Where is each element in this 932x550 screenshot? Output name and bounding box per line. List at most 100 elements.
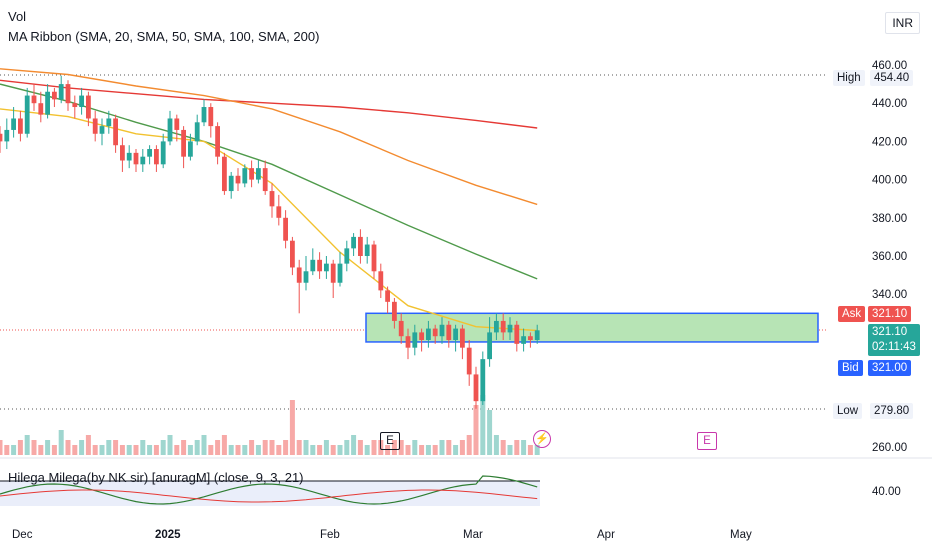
volume-bar — [153, 445, 159, 455]
sma200-line — [0, 79, 538, 129]
candle-body — [317, 259, 322, 272]
earnings-marker-2[interactable]: E — [697, 432, 717, 450]
candle — [500, 313, 506, 341]
high-value: 454.40 — [870, 70, 914, 86]
candle-body — [38, 103, 44, 115]
volume-bar — [303, 440, 309, 455]
candle-body — [507, 324, 513, 333]
volume-bar — [0, 440, 3, 455]
candle-body — [412, 332, 418, 348]
candle-body — [140, 156, 146, 165]
candle — [371, 240, 377, 279]
candle — [494, 313, 499, 341]
date-tick: Dec — [12, 529, 33, 541]
candle-body — [473, 374, 479, 402]
high-label: High — [833, 70, 865, 86]
candle — [534, 324, 540, 344]
candle — [99, 118, 105, 146]
legend-indicator[interactable]: Hilega Milega(by NK sir) [anuragM] (clos… — [8, 470, 304, 485]
candle-body — [480, 359, 486, 402]
volume-bar — [31, 440, 37, 455]
candle — [419, 328, 424, 352]
candle — [412, 324, 418, 356]
candle — [154, 145, 159, 172]
legend-ma-ribbon[interactable]: MA Ribbon (SMA, 20, SMA, 50, SMA, 100, S… — [8, 29, 320, 44]
volume-bar — [466, 435, 472, 455]
candle — [310, 248, 316, 276]
candle — [358, 229, 363, 264]
candle — [256, 160, 261, 184]
volume-bar — [167, 435, 173, 455]
candle — [24, 87, 30, 138]
candle-body — [426, 328, 431, 341]
date-tick: Feb — [320, 529, 340, 541]
candle — [296, 259, 302, 314]
candle-body — [371, 244, 377, 272]
candle — [528, 332, 533, 348]
volume-bar — [51, 445, 57, 455]
volume-bar — [255, 445, 261, 455]
date-tick: Mar — [463, 529, 483, 541]
volume-bar — [453, 445, 459, 455]
candle-body — [201, 107, 207, 123]
candle — [466, 340, 472, 386]
candle — [18, 110, 23, 142]
volume-bar — [385, 445, 391, 455]
candle-body — [18, 118, 23, 134]
candle — [222, 152, 227, 195]
candle — [439, 317, 445, 344]
candle — [398, 313, 404, 344]
support-zone — [365, 312, 819, 343]
volume-bar — [425, 445, 431, 455]
candle — [167, 110, 173, 146]
candle — [242, 164, 248, 188]
volume-bar — [405, 445, 411, 455]
candle — [215, 122, 220, 165]
candle — [460, 324, 465, 360]
candle — [65, 80, 71, 111]
volume-bar — [228, 445, 234, 455]
volume-bar — [507, 445, 513, 455]
candle-body — [378, 271, 384, 291]
candle-body — [249, 168, 254, 180]
low-value: 279.80 — [870, 403, 914, 419]
last-price-tag: 321.10 02:11:43 — [868, 324, 920, 356]
volume-bar — [262, 440, 268, 455]
candle-body — [364, 244, 370, 256]
volume-bar — [17, 440, 23, 455]
candle — [72, 95, 78, 119]
candle — [181, 126, 186, 169]
candle-body — [276, 206, 282, 218]
earnings-marker-1[interactable]: E — [380, 432, 400, 450]
volume-bar — [317, 445, 323, 455]
candle-body — [106, 118, 112, 127]
legend-vol[interactable]: Vol — [8, 9, 27, 24]
flash-icon[interactable]: ⚡ — [533, 430, 551, 448]
candle — [188, 133, 193, 161]
volume-bar — [85, 435, 91, 455]
low-label: Low — [833, 403, 863, 419]
candle — [38, 91, 44, 123]
candle-body — [133, 152, 139, 165]
currency-label[interactable]: INR — [885, 12, 920, 34]
volume-bar — [181, 440, 187, 455]
volume-bar — [371, 440, 377, 455]
sma100-line — [0, 68, 538, 206]
candle-body — [269, 191, 275, 207]
price-tick: 340.00 — [872, 289, 907, 301]
candle-body — [86, 95, 91, 119]
candle — [473, 366, 479, 409]
candle-body — [72, 103, 78, 108]
volume-bar — [72, 445, 78, 455]
volume-bar — [215, 440, 221, 455]
volume-bars — [0, 395, 540, 455]
candle-body — [228, 175, 234, 192]
indicator-line — [0, 475, 538, 505]
candle — [228, 171, 234, 199]
candle-body — [235, 175, 241, 184]
candle — [174, 114, 180, 142]
candle-body — [262, 168, 268, 192]
candle-body — [208, 107, 214, 127]
candle-body — [215, 126, 220, 157]
